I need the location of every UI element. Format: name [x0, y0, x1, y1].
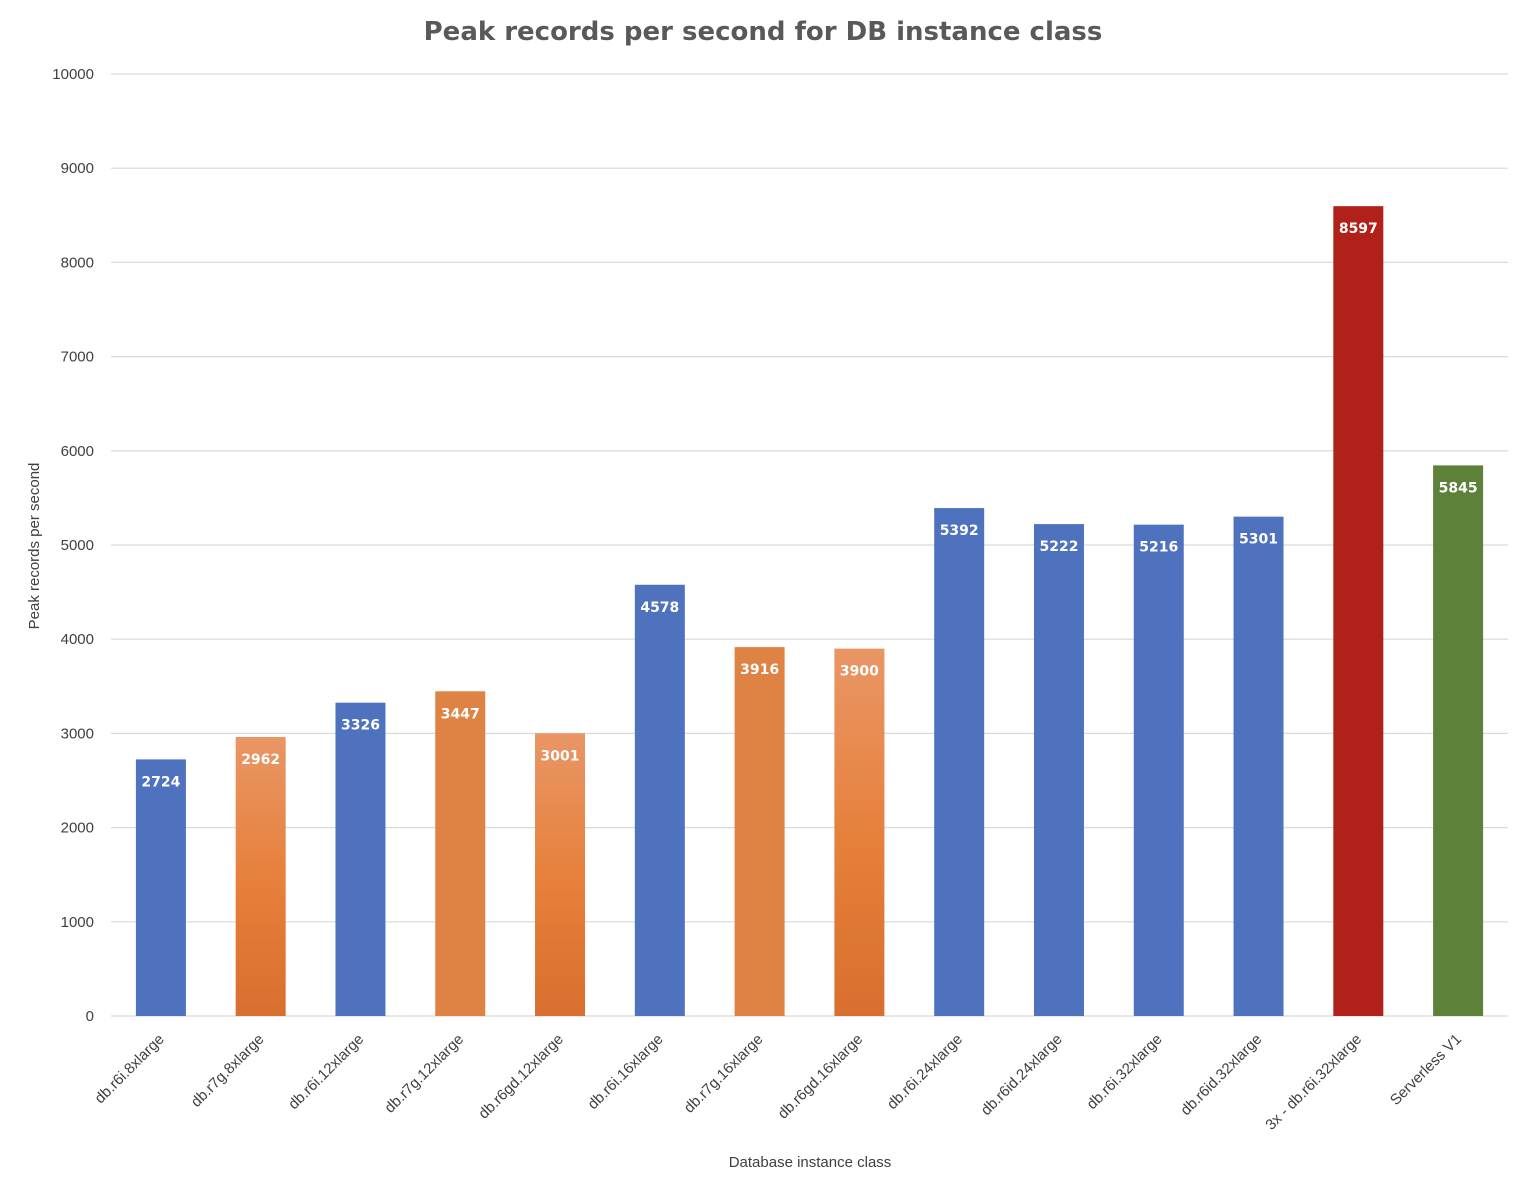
bar [1433, 465, 1484, 1016]
data-label: 3447 [441, 706, 480, 722]
y-tick-label: 9000 [61, 160, 94, 177]
y-axis-label: Peak records per second [26, 463, 43, 630]
bar [535, 733, 586, 1016]
y-tick-label: 1000 [61, 914, 94, 931]
x-tick-label: db.r6gd.16xlarge [775, 1031, 867, 1123]
data-label: 3326 [341, 718, 380, 734]
bar [834, 648, 885, 1016]
bar [934, 508, 985, 1016]
data-label: 3001 [541, 748, 580, 764]
data-label: 5216 [1139, 540, 1178, 556]
bar [335, 702, 386, 1016]
chart-title: Peak records per second for DB instance … [424, 17, 1103, 47]
x-tick-label: db.r6i.12xlarge [285, 1031, 367, 1113]
bar [1033, 524, 1084, 1016]
bar [1233, 516, 1284, 1016]
bar [634, 584, 685, 1016]
bar [734, 647, 785, 1016]
bar [435, 691, 486, 1016]
y-tick-label: 4000 [61, 631, 94, 648]
y-tick-label: 3000 [61, 725, 94, 742]
y-tick-label: 5000 [61, 537, 94, 554]
bar [1133, 524, 1184, 1016]
gridlines [111, 73, 1508, 1017]
x-tick-label: db.r7g.12xlarge [381, 1031, 467, 1117]
y-tick-label: 0 [86, 1008, 94, 1025]
y-tick-label: 7000 [61, 349, 94, 366]
data-label: 2724 [141, 774, 180, 790]
x-tick-label: db.r7g.8xlarge [188, 1031, 268, 1111]
data-label: 4578 [640, 600, 679, 616]
data-label: 3916 [740, 662, 779, 678]
x-tick-label: db.r6i.8xlarge [91, 1031, 167, 1107]
data-label: 5392 [940, 523, 979, 539]
bar [1333, 206, 1384, 1016]
y-tick-label: 10000 [52, 66, 94, 83]
data-label: 8597 [1339, 221, 1378, 237]
bar [135, 759, 186, 1016]
x-tick-label: db.r6i.16xlarge [584, 1031, 666, 1113]
x-axis-ticks: db.r6i.8xlarge db.r7g.8xlarge db.r6i.12xla… [91, 1031, 1465, 1134]
bars [135, 206, 1484, 1016]
x-tick-label: Serverless V1 [1387, 1031, 1465, 1109]
x-tick-label: db.r7g.16xlarge [681, 1031, 767, 1117]
x-tick-label: db.r6gd.12xlarge [475, 1031, 567, 1123]
x-tick-label: db.r6i.32xlarge [1083, 1031, 1165, 1113]
x-tick-label: db.r6i.24xlarge [884, 1031, 966, 1113]
y-tick-label: 6000 [61, 443, 94, 460]
data-labels: 2724 2962 3326 3447 3001 4578 3916 3900 5392 5222… [141, 221, 1477, 790]
data-label: 5845 [1439, 480, 1478, 496]
bar [235, 736, 286, 1016]
x-axis-label: Database instance class [729, 1154, 892, 1171]
y-tick-label: 2000 [61, 820, 94, 837]
data-label: 2962 [241, 752, 280, 768]
data-label: 3900 [840, 664, 879, 680]
y-axis-ticks: 0 1000 2000 3000 4000 5000 6000 7000 8000 9000 100… [52, 66, 94, 1025]
x-tick-label: 3x - db.r6i.32xlarge [1262, 1031, 1365, 1134]
data-label: 5301 [1239, 532, 1278, 548]
y-tick-label: 8000 [61, 254, 94, 271]
data-label: 5222 [1039, 539, 1078, 555]
x-tick-label: db.r6id.24xlarge [978, 1031, 1066, 1119]
x-tick-label: db.r6id.32xlarge [1177, 1031, 1265, 1119]
